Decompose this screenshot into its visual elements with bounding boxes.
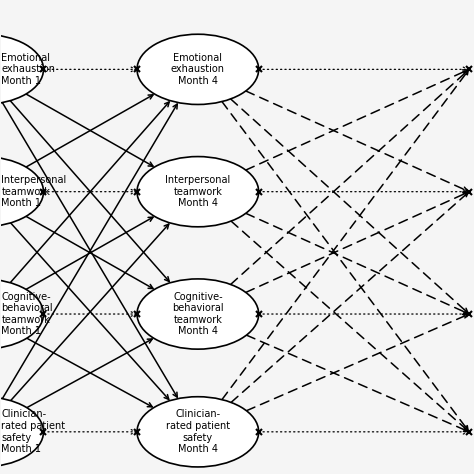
Ellipse shape (137, 34, 259, 104)
Text: Interpersonal
teamwork
Month 1: Interpersonal teamwork Month 1 (1, 175, 67, 208)
Ellipse shape (0, 397, 44, 467)
Text: Clinician-
rated patient
safety
Month 4: Clinician- rated patient safety Month 4 (166, 410, 230, 454)
Ellipse shape (137, 156, 259, 227)
Text: Interpersonal
teamwork
Month 4: Interpersonal teamwork Month 4 (165, 175, 230, 208)
Ellipse shape (137, 397, 259, 467)
Text: Emotional
exhaustion
Month 1: Emotional exhaustion Month 1 (1, 53, 55, 86)
Ellipse shape (0, 279, 44, 349)
Text: Clinician-
rated patient
safety
Month 1: Clinician- rated patient safety Month 1 (1, 410, 65, 454)
Text: Cognitive-
behavioral
teamwork
Month 1: Cognitive- behavioral teamwork Month 1 (1, 292, 53, 337)
Ellipse shape (137, 279, 259, 349)
Ellipse shape (0, 156, 44, 227)
Ellipse shape (0, 34, 44, 104)
Text: Emotional
exhaustion
Month 4: Emotional exhaustion Month 4 (171, 53, 225, 86)
Text: Cognitive-
behavioral
teamwork
Month 4: Cognitive- behavioral teamwork Month 4 (172, 292, 224, 337)
